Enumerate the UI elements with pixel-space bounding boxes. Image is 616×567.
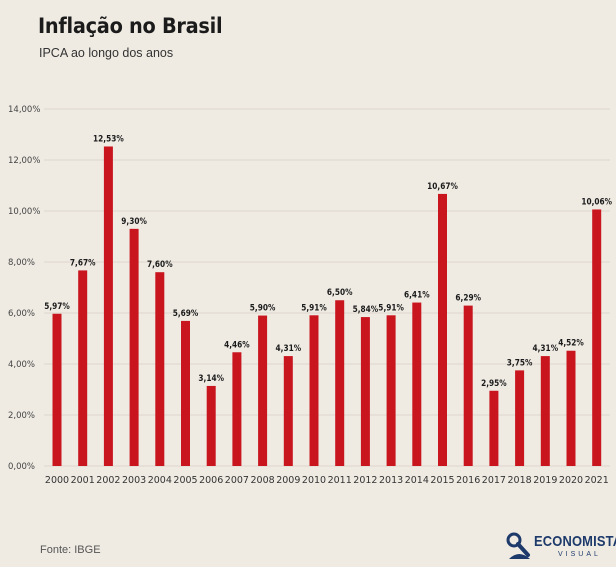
bar (412, 302, 422, 466)
y-tick-label: 6,00% (8, 309, 35, 319)
bar (489, 390, 499, 466)
x-category-label: 2018 (508, 475, 532, 486)
logo-subtitle: VISUAL (558, 551, 601, 558)
bar-chart: 0,00% 2,00% 4,00% 6,00% 8,00% 10,00% 12,00% 14,… (8, 105, 612, 486)
bar (463, 305, 473, 466)
x-category-label: 2009 (276, 475, 300, 486)
bar-value-label: 6,29% (455, 292, 481, 303)
y-tick-label: 0,00% (8, 462, 35, 472)
economista-visual-logo: ECONOMISTA VISUAL (506, 531, 616, 563)
bar-value-label: 3,75% (507, 357, 533, 368)
x-category-label: 2012 (353, 475, 377, 486)
bar-value-label: 5,97% (44, 300, 70, 311)
y-tick-label: 4,00% (8, 360, 35, 370)
bar-value-label: 10,06% (581, 196, 612, 207)
bar (232, 352, 242, 466)
bars (52, 146, 602, 467)
bar (540, 356, 550, 466)
x-category-label: 2015 (430, 475, 454, 486)
bar (360, 317, 370, 466)
y-tick-label: 10,00% (8, 207, 40, 217)
x-category-label: 2017 (482, 475, 506, 486)
x-category-label: 2003 (122, 475, 146, 486)
bar-value-label: 5,84% (353, 303, 379, 314)
x-category-label: 2013 (379, 475, 403, 486)
bar (206, 385, 216, 466)
chart-subtitle: IPCA ao longo dos anos (39, 46, 174, 60)
x-category-label: 2019 (533, 475, 557, 486)
bar (258, 315, 268, 466)
x-category-label: 2011 (328, 475, 352, 486)
bar-value-label: 5,91% (301, 302, 327, 313)
x-category-label: 2016 (456, 475, 480, 486)
logo-wordmark: ECONOMISTA (534, 533, 616, 550)
bar-value-label: 4,46% (224, 339, 250, 350)
x-category-label: 2007 (225, 475, 249, 486)
x-category-label: 2014 (405, 475, 429, 486)
bar-value-label: 6,41% (404, 289, 430, 300)
x-category-label: 2006 (199, 475, 223, 486)
bar (129, 228, 139, 466)
bar (515, 370, 525, 466)
y-axis-ticks: 0,00% 2,00% 4,00% 6,00% 8,00% 10,00% 12,00% 14,… (8, 105, 40, 472)
bar (52, 313, 62, 466)
bar-value-label: 5,90% (250, 302, 276, 313)
bar-value-label: 4,31% (533, 342, 559, 353)
bar-value-label: 7,67% (70, 257, 96, 268)
bar (78, 270, 88, 466)
bar-value-label: 5,91% (378, 302, 404, 313)
bar (103, 146, 113, 467)
bar (335, 300, 345, 466)
x-category-label: 2004 (148, 475, 172, 486)
y-tick-label: 14,00% (8, 105, 40, 115)
bar (386, 315, 396, 466)
x-category-label: 2000 (45, 475, 69, 486)
y-tick-label: 2,00% (8, 411, 35, 421)
x-category-label: 2010 (302, 475, 326, 486)
magnifier-figure-icon (506, 532, 530, 559)
bar-value-label: 4,52% (558, 337, 584, 348)
bar (155, 272, 165, 466)
x-category-label: 2005 (173, 475, 197, 486)
bar (283, 356, 293, 466)
bar-value-label: 5,69% (173, 307, 199, 318)
bar-value-label: 9,30% (121, 215, 147, 226)
x-category-label: 2021 (585, 475, 609, 486)
x-axis-categories: 2000 2001 2002 2003 2004 2005 2006 2007 2008 2009… (45, 475, 609, 486)
bar-value-label: 2,95% (481, 377, 507, 388)
bar (438, 193, 447, 467)
value-labels: 5,97% 7,67% 12,53% 9,30% 7,60% 5,69% 3,14% 4,46… (44, 133, 612, 388)
bar-value-label: 12,53% (93, 133, 124, 144)
bar-value-label: 3,14% (198, 372, 224, 383)
bar-value-label: 7,60% (147, 258, 173, 269)
x-category-label: 2002 (96, 475, 120, 486)
y-tick-label: 8,00% (8, 258, 35, 268)
bar-value-label: 6,50% (327, 287, 353, 298)
x-category-label: 2008 (251, 475, 275, 486)
bar (592, 209, 602, 466)
source-note: Fonte: IBGE (40, 544, 101, 556)
bar (566, 350, 576, 466)
bar-value-label: 10,67% (427, 180, 458, 191)
bar-value-label: 4,31% (276, 342, 302, 353)
x-category-label: 2020 (559, 475, 583, 486)
x-category-label: 2001 (71, 475, 95, 486)
chart-title: Inflação no Brasil (38, 14, 223, 38)
bar (181, 320, 190, 466)
y-tick-label: 12,00% (8, 156, 40, 166)
bar (309, 315, 319, 466)
